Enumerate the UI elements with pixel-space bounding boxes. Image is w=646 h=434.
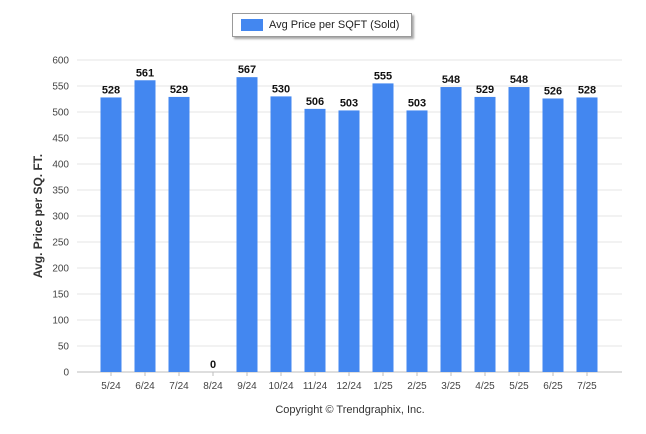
y-tick-label: 550 (52, 82, 69, 93)
y-tick-label: 50 (58, 342, 70, 353)
data-label: 0 (210, 359, 216, 371)
bar (542, 98, 564, 372)
x-axis-ticks: 5/24 6/24 7/24 8/24 9/24 10/24 11/24 12/24 1/25 2… (101, 372, 597, 392)
value-labels: 528 561 529 0 567 530 506 503 555 503 548 529 548 526… (102, 64, 596, 371)
x-tick-label: 9/24 (237, 381, 257, 392)
data-label: 555 (374, 70, 392, 82)
y-tick-label: 350 (52, 186, 69, 197)
bar (576, 97, 598, 372)
y-tick-label: 100 (52, 316, 69, 327)
x-tick-label: 10/24 (268, 381, 293, 392)
bar (168, 96, 190, 373)
data-label: 567 (238, 64, 256, 76)
x-tick-label: 6/24 (135, 381, 155, 392)
x-tick-label: 11/24 (303, 381, 328, 392)
data-label: 503 (340, 97, 358, 109)
data-label: 503 (408, 97, 426, 109)
data-label: 529 (170, 84, 188, 96)
y-tick-label: 400 (52, 160, 69, 171)
bar (474, 96, 496, 373)
bar (100, 97, 122, 372)
data-label: 530 (272, 83, 290, 95)
x-tick-label: 7/24 (169, 381, 189, 392)
y-tick-label: 150 (52, 290, 69, 301)
bar (406, 110, 428, 372)
bar (236, 77, 258, 372)
y-tick-label: 500 (52, 108, 69, 119)
bar (304, 108, 326, 372)
y-tick-label: 600 (52, 56, 69, 67)
bars (100, 77, 598, 373)
data-label: 548 (510, 74, 528, 86)
data-label: 506 (306, 96, 324, 108)
x-tick-label: 5/24 (101, 381, 121, 392)
chart-legend: Avg Price per SQFT (Sold) (232, 13, 412, 37)
data-label: 528 (102, 84, 120, 96)
bar (270, 96, 292, 373)
x-tick-label: 6/25 (543, 381, 563, 392)
y-tick-label: 450 (52, 134, 69, 145)
x-tick-label: 3/25 (441, 381, 461, 392)
x-tick-label: 2/25 (407, 381, 427, 392)
y-tick-label: 250 (52, 238, 69, 249)
data-label: 526 (544, 85, 562, 97)
x-tick-label: 5/25 (509, 381, 529, 392)
x-tick-label: 8/24 (203, 381, 223, 392)
x-tick-label: 12/24 (336, 381, 361, 392)
y-tick-label: 300 (52, 212, 69, 223)
data-label: 529 (476, 84, 494, 96)
x-tick-label: 7/25 (577, 381, 597, 392)
bar (508, 87, 530, 372)
y-axis-ticks: 0 50 100 150 200 250 300 350 400 450 500 550 600 (52, 56, 69, 379)
y-tick-label: 200 (52, 264, 69, 275)
legend-label: Avg Price per SQFT (Sold) (269, 19, 400, 31)
x-tick-label: 4/25 (475, 381, 495, 392)
copyright-footer: Copyright © Trendgraphix, Inc. (275, 404, 424, 416)
x-tick-label: 1/25 (373, 381, 393, 392)
y-tick-label: 0 (63, 368, 69, 379)
bar (372, 83, 394, 373)
data-label: 561 (136, 67, 154, 79)
bar (338, 110, 360, 372)
legend-swatch (241, 19, 263, 31)
y-axis-label: Avg. Price per SQ. FT. (31, 154, 45, 278)
bar (134, 80, 156, 372)
data-label: 528 (578, 84, 596, 96)
data-label: 548 (442, 74, 460, 86)
bar (440, 87, 462, 372)
